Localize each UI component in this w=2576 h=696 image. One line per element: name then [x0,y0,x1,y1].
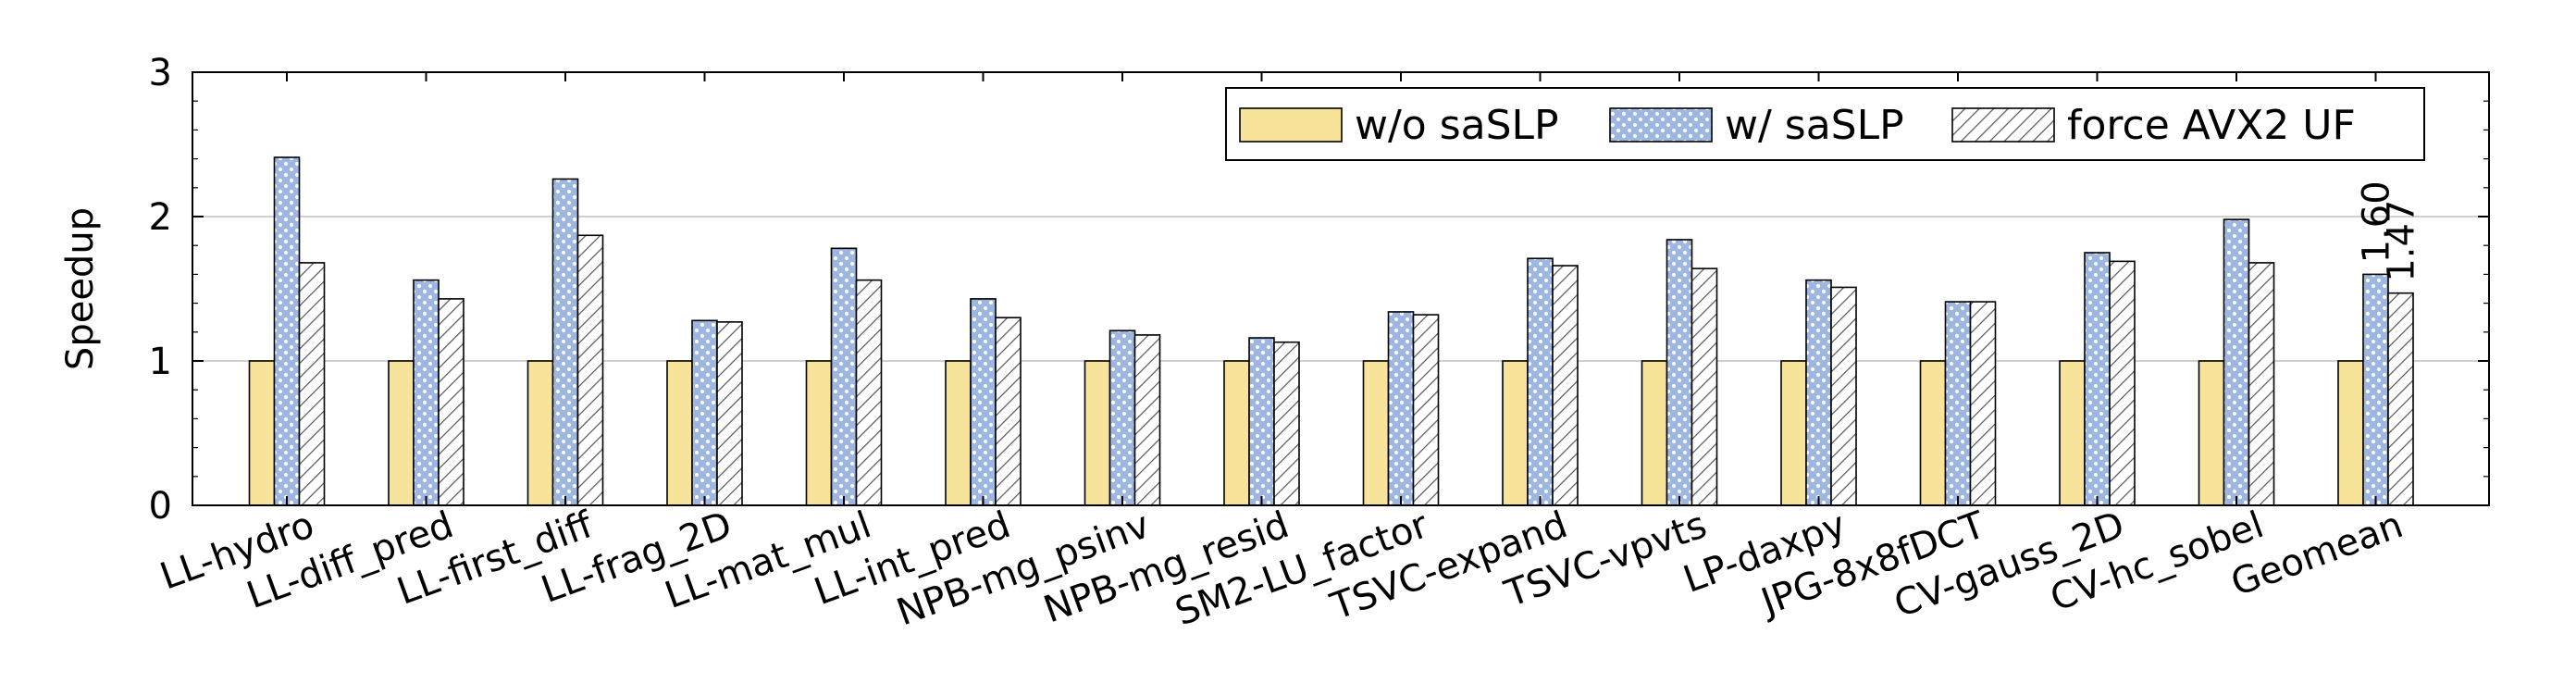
bar-w-saslp [1248,337,1275,506]
bar-w-saslp [273,156,301,506]
bar-force-avx2-uf [2248,262,2275,506]
y-tick-label: 0 [149,485,172,528]
bar-w-o-saslp [2337,360,2364,506]
legend-label: force AVX2 UF [2067,102,2356,149]
grid-lines [192,216,2489,362]
bar-w-o-saslp [1919,360,1947,506]
bar-force-avx2-uf [1552,265,1579,506]
y-axis-title: Speedup [59,207,102,370]
bar-force-avx2-uf [995,317,1022,506]
bar-w-o-saslp [1223,360,1250,506]
legend-swatch [1609,107,1713,143]
legend-label: w/ saSLP [1725,102,1904,149]
bar-w-o-saslp [945,360,972,506]
bar-force-avx2-uf [716,321,743,506]
bar-force-avx2-uf [855,279,883,506]
bar-w-saslp [413,279,440,506]
y-tick-label: 1 [149,341,172,383]
bar-w-o-saslp [526,360,554,506]
bar-w-o-saslp [666,360,693,506]
bar-w-saslp [2223,218,2250,506]
bar-force-avx2-uf [1273,341,1300,506]
bar-w-saslp [1108,329,1136,506]
bar-w-saslp [970,298,997,506]
bar-w-saslp [1666,239,1693,506]
bar-w-o-saslp [1641,360,1668,506]
bar-w-saslp [691,319,718,506]
bar-force-avx2-uf [1830,286,1857,506]
bar-w-o-saslp [2198,360,2225,506]
data-label: 1.60 [2356,180,2398,263]
legend-box [1225,87,2425,161]
bar-w-o-saslp [1362,360,1390,506]
bar-force-avx2-uf [438,298,464,506]
bar-w-saslp [2362,273,2389,506]
bar-w-o-saslp [1780,360,1807,506]
bar-force-avx2-uf [1412,314,1440,506]
axis-ticks [192,71,2489,506]
data-label: 1.47 [2381,200,2423,282]
legend-swatch [1239,107,1343,143]
bar-w-o-saslp [1084,360,1111,506]
bar-w-saslp [1805,279,1832,506]
bar-force-avx2-uf [2387,292,2414,506]
y-tick-label: 2 [149,196,172,239]
bar-w-saslp [830,247,858,506]
bar-w-o-saslp [388,360,415,506]
bar-w-saslp [551,178,579,506]
bar-w-o-saslp [2059,360,2086,506]
bar-w-saslp [2084,252,2111,506]
y-tick-label: 3 [149,52,172,94]
legend: w/o saSLP w/ saSLP force AVX2 UF [1225,87,2425,161]
legend-label: w/o saSLP [1355,102,1559,149]
bar-force-avx2-uf [1969,301,1997,506]
bar-w-saslp [1944,301,1972,506]
bar-force-avx2-uf [2109,260,2136,506]
legend-swatch [1951,107,2055,143]
bar-w-o-saslp [248,360,276,506]
bars [248,156,2414,506]
bar-force-avx2-uf [298,262,326,506]
bar-w-o-saslp [1502,360,1529,506]
bar-w-o-saslp [805,360,833,506]
bar-w-saslp [1527,257,1554,506]
bar-w-saslp [1387,311,1415,506]
plot-frame [192,71,2490,506]
bar-force-avx2-uf [576,234,604,506]
bar-force-avx2-uf [1133,334,1161,506]
bar-force-avx2-uf [1690,267,1718,506]
